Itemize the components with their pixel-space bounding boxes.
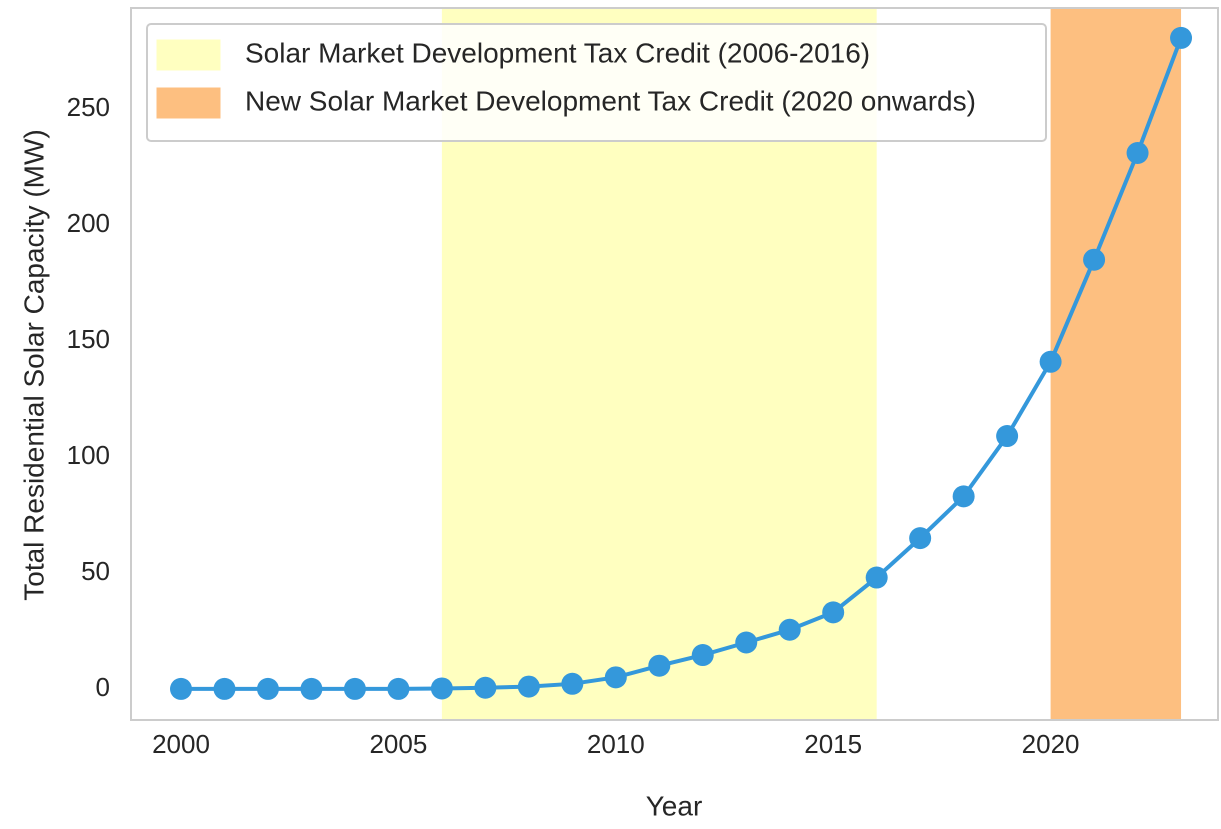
legend-swatch	[156, 39, 221, 71]
data-point	[300, 677, 323, 700]
data-point	[952, 485, 975, 508]
data-point	[561, 672, 584, 695]
x-tick-label: 2005	[369, 729, 427, 759]
data-point	[865, 566, 888, 589]
data-point	[343, 677, 366, 700]
data-point	[170, 677, 193, 700]
plot-frame	[130, 7, 1219, 721]
data-point	[822, 601, 845, 624]
y-tick-label: 50	[81, 556, 110, 586]
y-tick-label: 200	[67, 208, 110, 238]
data-point	[604, 666, 627, 689]
data-point	[1170, 26, 1193, 49]
y-tick-label: 100	[67, 440, 110, 470]
x-tick-label: 2020	[1022, 729, 1080, 759]
data-point	[213, 677, 236, 700]
data-point	[735, 631, 758, 654]
legend-swatch	[156, 87, 221, 119]
data-point	[996, 425, 1019, 448]
highlight-span	[1050, 8, 1182, 720]
x-axis-label: Year	[646, 790, 703, 821]
x-tick-label: 2000	[152, 729, 210, 759]
data-point	[1126, 141, 1149, 164]
y-tick-label: 0	[96, 672, 110, 702]
y-axis-label: Total Residential Solar Capacity (MW)	[18, 129, 49, 601]
data-point	[474, 676, 497, 699]
legend-label: Solar Market Development Tax Credit (200…	[245, 37, 870, 68]
data-point	[517, 675, 540, 698]
x-tick-label: 2010	[587, 729, 645, 759]
data-point	[778, 618, 801, 641]
data-point	[430, 677, 453, 700]
data-point	[648, 654, 671, 677]
data-point	[1083, 248, 1106, 271]
data-point	[387, 677, 410, 700]
legend-box	[146, 23, 1047, 142]
y-tick-label: 150	[67, 324, 110, 354]
legend-label: New Solar Market Development Tax Credit …	[245, 85, 976, 116]
data-point	[1039, 350, 1062, 373]
x-tick-label: 2015	[804, 729, 862, 759]
legend: Solar Market Development Tax Credit (200…	[146, 23, 1047, 142]
y-tick-label: 250	[67, 92, 110, 122]
data-point	[909, 527, 932, 550]
data-point	[691, 644, 714, 667]
data-point	[256, 677, 279, 700]
